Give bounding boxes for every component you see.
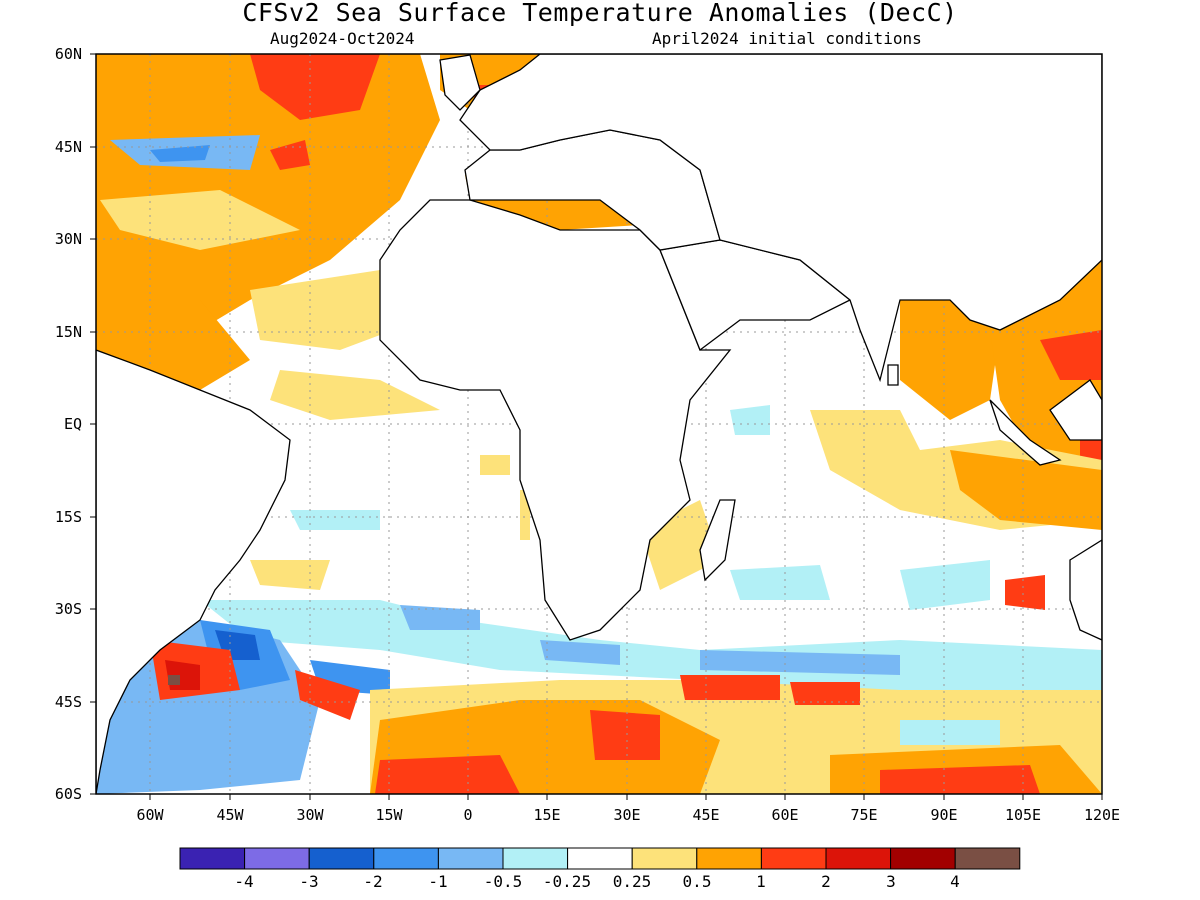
lat-label: 45S <box>54 693 82 711</box>
lon-label: 45W <box>216 806 244 824</box>
lon-label: 60E <box>771 806 799 824</box>
colorbar-label: 0.25 <box>612 872 652 891</box>
colorbar-swatch <box>373 847 439 870</box>
forecast-period: Aug2024-Oct2024 <box>270 29 415 48</box>
colorbar-label: -4 <box>234 872 254 891</box>
colorbar-swatch <box>308 847 375 870</box>
lon-label: 0 <box>463 806 473 824</box>
lon-label: 75E <box>850 806 878 824</box>
colorbar-swatch <box>631 847 698 870</box>
colorbar-swatch <box>502 847 569 870</box>
lat-label: 15S <box>54 508 82 526</box>
colorbar-label: -3 <box>299 872 319 891</box>
colorbar-label: -1 <box>428 872 448 891</box>
lon-label: 15E <box>533 806 561 824</box>
lat-label: 30N <box>54 230 82 248</box>
lon-label: 120E <box>1083 806 1121 824</box>
colorbar-label: 4 <box>950 872 960 891</box>
lon-label: 30E <box>613 806 641 824</box>
colorbar-label: 2 <box>821 872 831 891</box>
colorbar-swatch <box>179 847 246 870</box>
lon-label: 105E <box>1004 806 1042 824</box>
lon-label: 60W <box>136 806 164 824</box>
lon-label: 30W <box>296 806 324 824</box>
grid-lines <box>96 54 1102 794</box>
colorbar-label: 3 <box>886 872 896 891</box>
colorbar-swatch <box>437 847 504 870</box>
colorbar-swatch <box>567 847 633 870</box>
lat-label: 15N <box>54 323 82 341</box>
lat-label: 60N <box>54 45 82 63</box>
lon-label: 90E <box>930 806 958 824</box>
lat-label: 30S <box>54 600 82 618</box>
axis-ticks <box>90 53 1103 800</box>
initial-conditions: April2024 initial conditions <box>652 29 922 48</box>
colorbar-label: -0.25 <box>542 872 592 891</box>
colorbar-swatch <box>696 847 762 870</box>
colorbar-swatch <box>954 847 1021 870</box>
lon-label: 15W <box>375 806 403 824</box>
colorbar-label: 0.5 <box>682 872 712 891</box>
colorbar-swatch <box>244 847 310 870</box>
colorbar-swatch <box>890 847 956 870</box>
colorbar-swatch <box>760 847 827 870</box>
map-title: CFSv2 Sea Surface Temperature Anomalies … <box>242 0 958 27</box>
colorbar-label: -0.5 <box>483 872 523 891</box>
lat-label: 45N <box>54 138 82 156</box>
colorbar <box>179 847 1021 870</box>
colorbar-label: -2 <box>363 872 383 891</box>
colorbar-label: 1 <box>756 872 766 891</box>
lon-label: 45E <box>692 806 720 824</box>
colorbar-swatch <box>825 847 892 870</box>
lat-label: 60S <box>54 785 82 803</box>
land-outlines <box>96 54 1102 794</box>
lat-label: EQ <box>63 415 82 433</box>
